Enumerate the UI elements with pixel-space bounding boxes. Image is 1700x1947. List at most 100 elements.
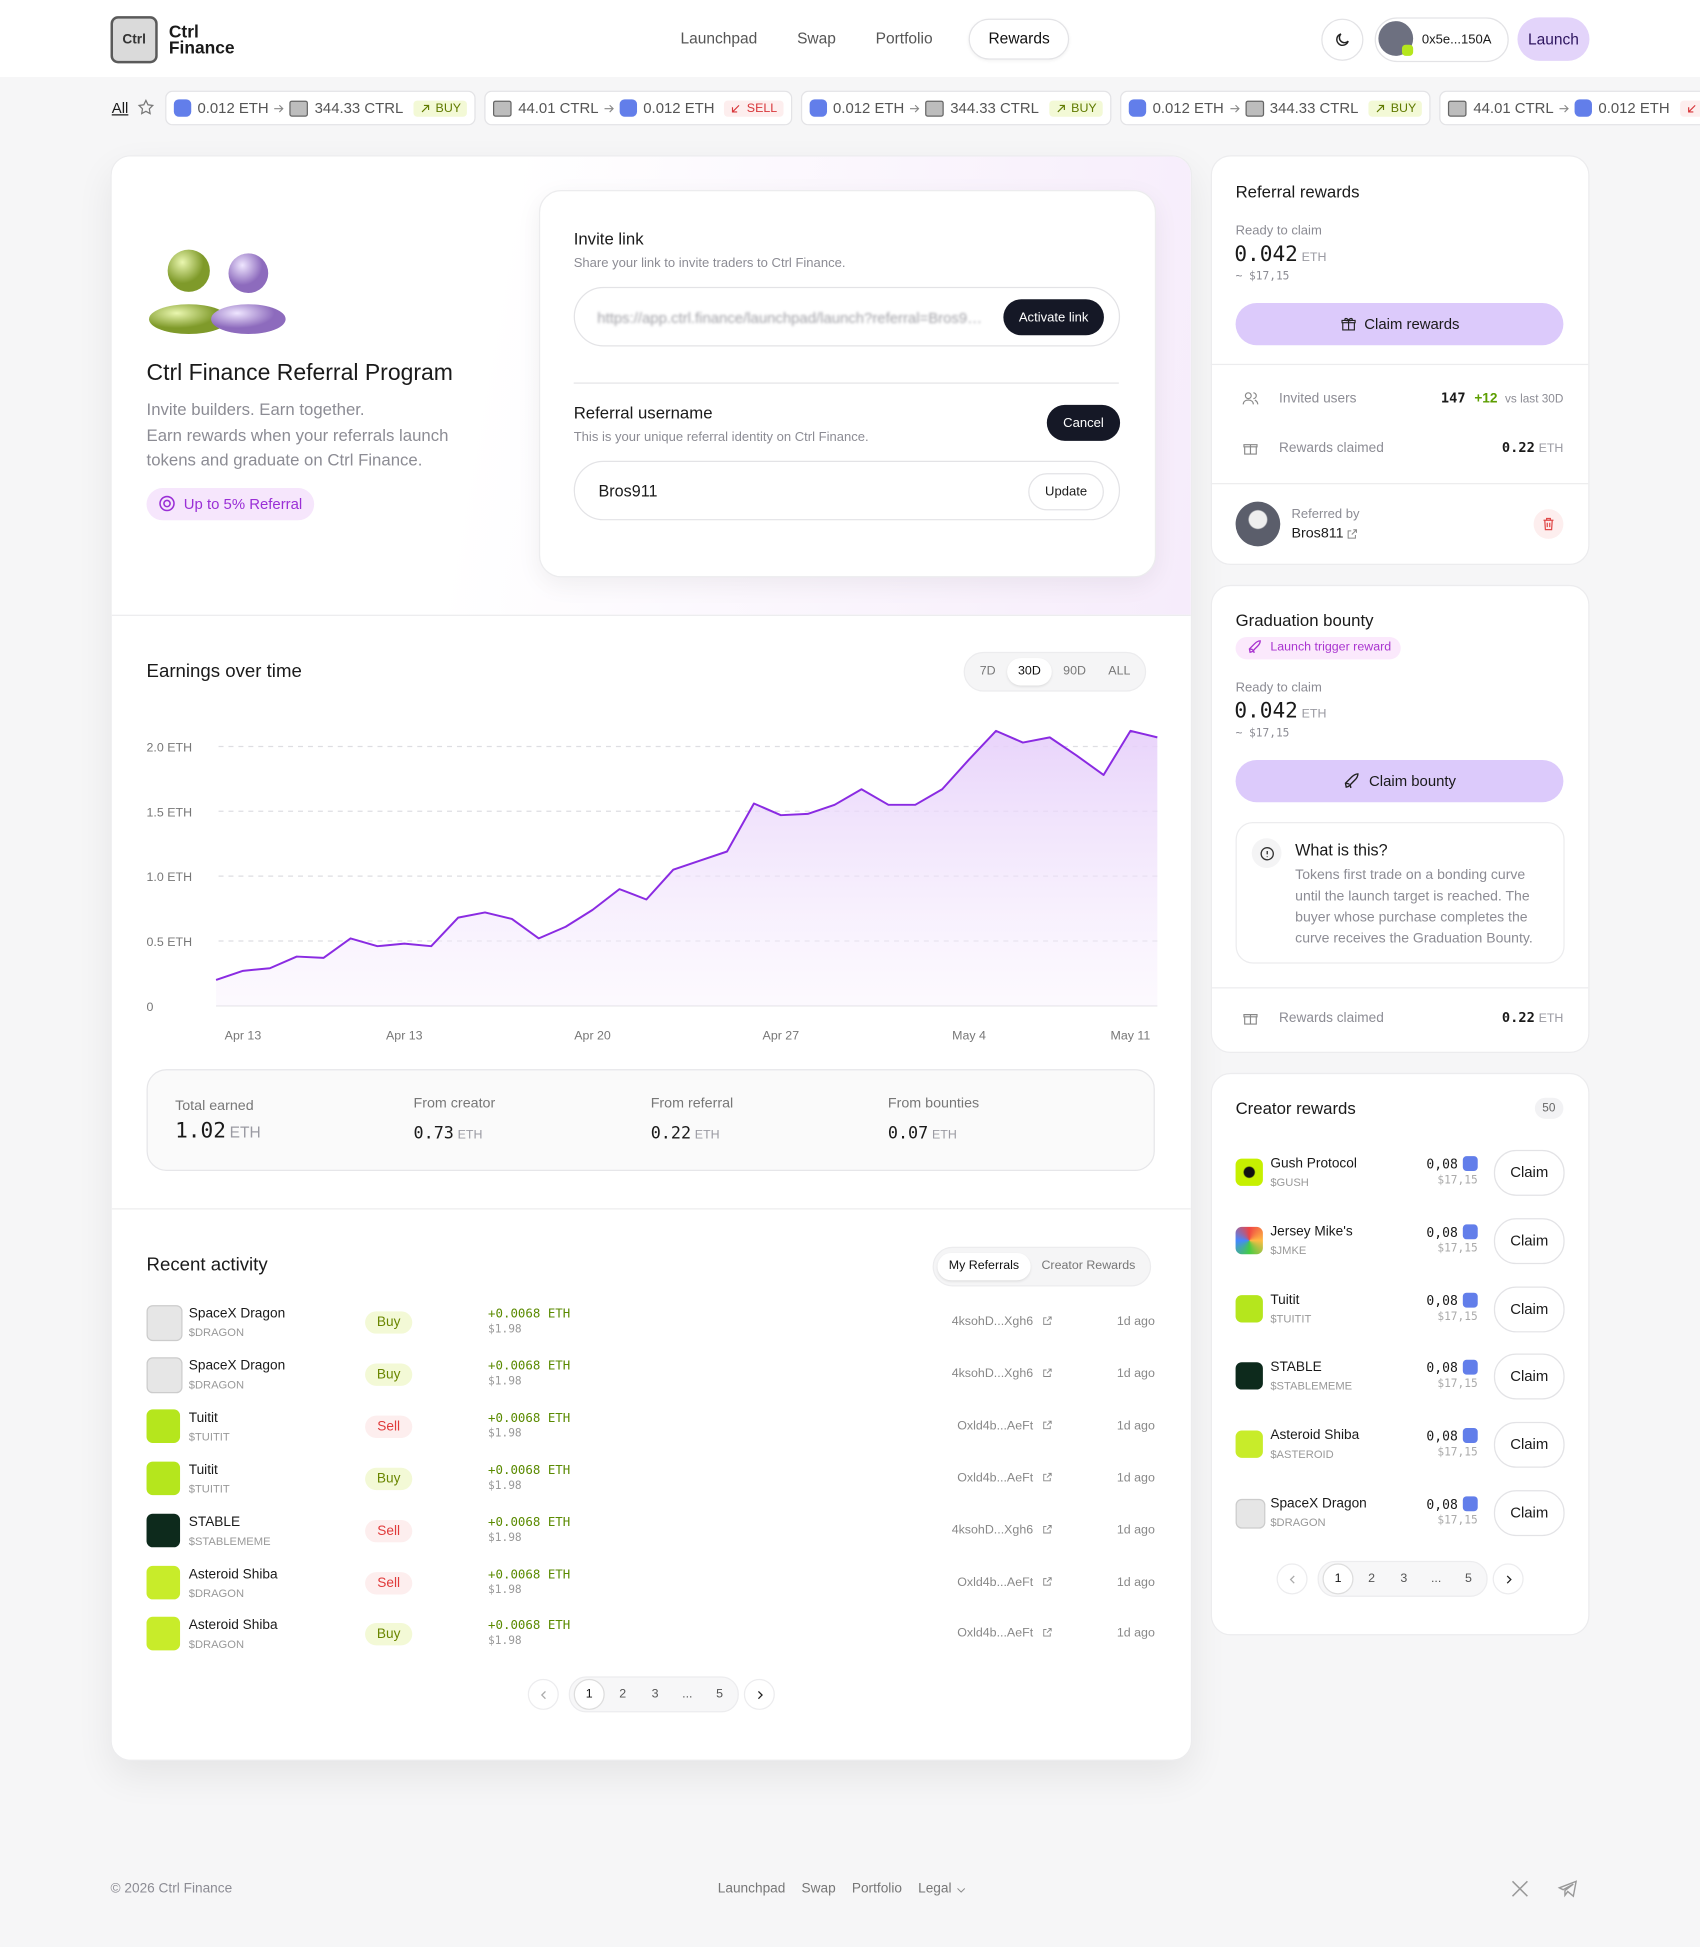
token-name[interactable]: Gush Protocol (1270, 1156, 1357, 1171)
rocket-icon (1345, 772, 1360, 788)
address[interactable]: 4ksohD...Xgh6 (951, 1367, 1034, 1381)
ticker-item[interactable]: 0.012 ETH 344.33 CTRL BUY (1120, 90, 1432, 126)
page-button[interactable]: 1 (573, 1678, 605, 1710)
claim-button[interactable]: Claim (1493, 1149, 1565, 1196)
page-arrow[interactable] (1276, 1563, 1308, 1595)
amount: 0,08 (1426, 1293, 1458, 1309)
ticker-to: 0.012 ETH (1598, 99, 1670, 117)
range-button[interactable]: 30D (1006, 658, 1052, 686)
logo-badge[interactable]: Ctrl (110, 16, 158, 64)
wallet-address: 0x5e...150A (1421, 32, 1492, 48)
ticker-from: 44.01 CTRL (1473, 99, 1554, 117)
page-arrow[interactable] (1492, 1563, 1524, 1595)
tab[interactable]: My Referrals (937, 1252, 1031, 1281)
ticker-item[interactable]: 0.012 ETH 344.33 CTRL BUY (165, 90, 476, 126)
range-button[interactable]: 7D (979, 664, 996, 679)
x-icon[interactable] (1509, 1878, 1531, 1900)
token-icon (1235, 1430, 1263, 1459)
nav-link[interactable]: Swap (797, 29, 836, 48)
stat-value: 0.22 ETH (651, 1124, 720, 1144)
external-link-icon (1043, 1628, 1052, 1637)
theme-toggle[interactable] (1321, 18, 1364, 61)
tab[interactable]: Creator Rewards (1041, 1259, 1136, 1273)
address[interactable]: Oxld4b...AeFt (957, 1419, 1034, 1433)
decor (1347, 529, 1357, 539)
page-button[interactable]: ... (1430, 1572, 1442, 1586)
invite-link: https://app.ctrl.finance/launchpad/launc… (597, 309, 983, 327)
eth-icon (1462, 1428, 1478, 1444)
page-button[interactable]: 5 (1464, 1572, 1472, 1586)
ticker-item[interactable]: 44.01 CTRL 0.012 ETH SELL (1439, 90, 1700, 126)
address[interactable]: 4ksohD...Xgh6 (951, 1315, 1034, 1329)
star-icon[interactable] (137, 98, 156, 117)
divider (573, 382, 1119, 384)
amount: +0.0068 ETH (488, 1307, 571, 1322)
claim-button[interactable]: Claim (1493, 1422, 1565, 1469)
ticker-item[interactable]: 44.01 CTRL 0.012 ETH SELL (484, 90, 793, 126)
copyright: © 2026 Ctrl Finance (110, 1881, 233, 1897)
wallet-badge (1401, 44, 1414, 56)
external-link-icon[interactable] (1346, 528, 1358, 540)
ctrl-icon (1448, 99, 1468, 117)
address[interactable]: Oxld4b...AeFt (957, 1627, 1034, 1641)
footer-link[interactable]: Launchpad (717, 1881, 786, 1897)
claim-rewards-button[interactable]: Claim rewards (1235, 302, 1564, 346)
address[interactable]: Oxld4b...AeFt (957, 1471, 1034, 1485)
cancel-button[interactable]: Cancel (1046, 404, 1121, 441)
claim-button[interactable]: Claim (1493, 1285, 1565, 1332)
footer-link[interactable]: Swap (801, 1881, 836, 1897)
ticker-all[interactable]: All (111, 99, 129, 117)
page-button[interactable]: 2 (619, 1687, 627, 1702)
token-name[interactable]: SpaceX Dragon (188, 1306, 286, 1322)
token-name[interactable]: Asteroid Shiba (188, 1566, 278, 1582)
page-arrow[interactable] (527, 1678, 559, 1710)
token-name[interactable]: SpaceX Dragon (188, 1358, 286, 1374)
amount: 0,08 (1426, 1497, 1458, 1513)
external-link-icon (1043, 1576, 1052, 1585)
range-button[interactable]: 90D (1063, 664, 1086, 679)
page-button[interactable]: 3 (1400, 1572, 1408, 1586)
nav-link[interactable]: Rewards (968, 18, 1070, 60)
referrer-name[interactable]: Bros811 (1291, 526, 1344, 542)
footer-link[interactable]: Portfolio (851, 1881, 902, 1897)
page-button[interactable]: 3 (651, 1687, 659, 1702)
page-button[interactable]: ... (682, 1687, 693, 1702)
claim-button[interactable]: Claim (1493, 1490, 1565, 1537)
remove-referrer-button[interactable] (1533, 509, 1564, 539)
token-name[interactable]: Tuitit (188, 1462, 218, 1478)
nav-link[interactable]: Launchpad (680, 29, 758, 48)
claimed-value: 0.22 (1501, 439, 1535, 456)
claim-button[interactable]: Claim (1493, 1217, 1565, 1264)
token-name[interactable]: STABLE (1270, 1360, 1322, 1376)
update-button[interactable]: Update (1028, 473, 1104, 511)
claim-bounty-button[interactable]: Claim bounty (1235, 759, 1564, 803)
ticker-item[interactable]: 0.012 ETH 344.33 CTRL BUY (800, 90, 1112, 126)
address[interactable]: Oxld4b...AeFt (957, 1575, 1034, 1589)
token-name[interactable]: Tuitit (1270, 1292, 1300, 1308)
decor (1511, 1880, 1528, 1897)
telegram-icon[interactable] (1556, 1878, 1580, 1900)
time: 1d ago (1116, 1627, 1155, 1641)
wallet-button[interactable]: 0x5e...150A (1374, 17, 1509, 63)
page-button[interactable]: 2 (1368, 1572, 1375, 1586)
nav-link[interactable]: Portfolio (875, 29, 933, 48)
token-name[interactable]: Asteroid Shiba (188, 1618, 278, 1634)
page-arrow[interactable] (743, 1678, 775, 1710)
ready-label: Ready to claim (1235, 223, 1322, 239)
address[interactable]: 4ksohD...Xgh6 (951, 1523, 1034, 1537)
token-name[interactable]: Jersey Mike's (1270, 1224, 1353, 1240)
launch-button[interactable]: Launch (1517, 17, 1590, 61)
side-badge: Buy (365, 1467, 413, 1490)
token-name[interactable]: Asteroid Shiba (1270, 1428, 1360, 1444)
token-name[interactable]: STABLE (188, 1514, 241, 1530)
range-button[interactable]: ALL (1108, 664, 1131, 679)
token-name[interactable]: Tuitit (188, 1410, 218, 1426)
token-name[interactable]: SpaceX Dragon (1270, 1496, 1367, 1512)
footer-link[interactable]: Legal (918, 1881, 952, 1897)
ticker-from: 0.012 ETH (197, 99, 269, 117)
page-button[interactable]: 1 (1322, 1563, 1354, 1595)
page-button[interactable]: 5 (716, 1687, 724, 1702)
claim-button[interactable]: Claim (1493, 1354, 1565, 1400)
activate-link-button[interactable]: Activate link (1003, 299, 1104, 336)
stat-number: 0.73 (413, 1123, 454, 1144)
